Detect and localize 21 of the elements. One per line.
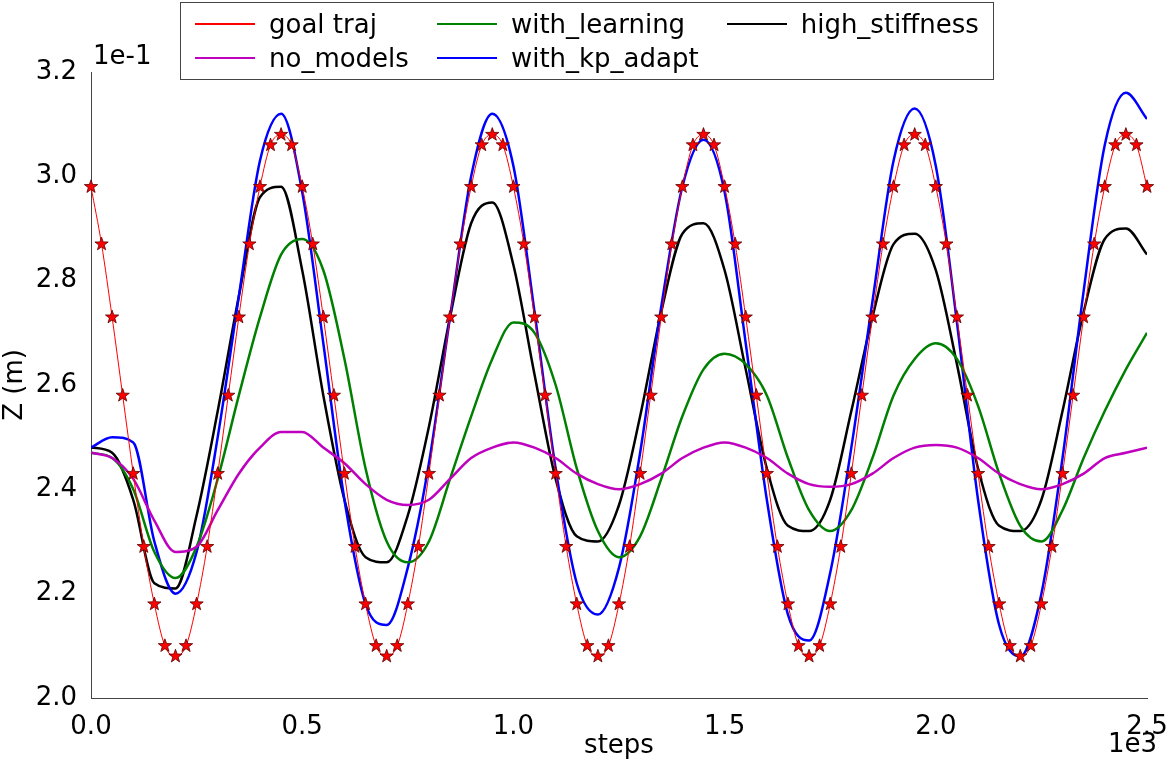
- x-tick-label: 1.0: [492, 710, 535, 741]
- legend-label: no_models: [269, 43, 409, 73]
- y-tick-label: 2.4: [35, 472, 77, 503]
- y-tick-label: 2.0: [35, 680, 77, 711]
- legend-label: with_kp_adapt: [510, 43, 699, 73]
- y-tick-label: 2.2: [35, 576, 77, 607]
- x-tick-label: 1.5: [703, 710, 746, 741]
- y-tick-label: 2.6: [35, 367, 77, 398]
- text: 1e-1: [93, 39, 152, 70]
- y-tick-label: 3.2: [35, 54, 77, 85]
- x-tick-label: 0.0: [70, 710, 112, 741]
- x-tick-label: 2.0: [915, 710, 957, 741]
- y-axis-title: Z (m): [0, 349, 29, 421]
- line-series: [91, 430, 1147, 554]
- x-tick-label: 0.5: [281, 710, 323, 741]
- x-axis-title: steps: [584, 729, 654, 760]
- y-tick-label: 2.8: [35, 263, 77, 294]
- y-tick-label: 3.0: [35, 159, 77, 190]
- legend-label: goal traj: [269, 9, 377, 39]
- legend-label: high_stiffness: [800, 9, 979, 39]
- legend-label: with_learning: [510, 9, 686, 39]
